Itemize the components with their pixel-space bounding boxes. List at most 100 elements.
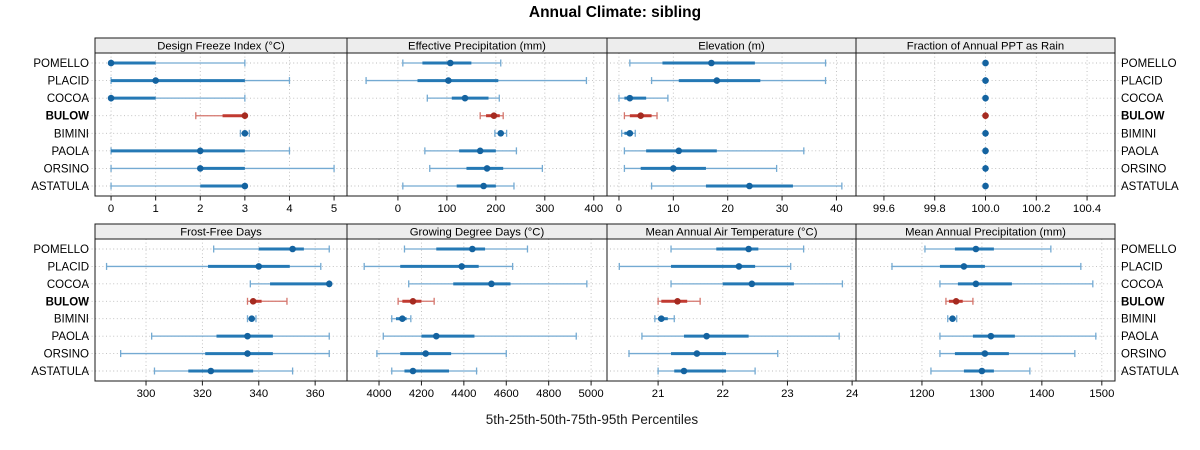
site-label-left-astatula: ASTATULA	[31, 181, 89, 193]
site-label-left-astatula: ASTATULA	[31, 366, 89, 378]
site-label-left-orsino: ORSINO	[44, 349, 89, 361]
median-dot	[289, 245, 296, 253]
median-dot	[399, 315, 406, 323]
median-dot	[637, 112, 645, 120]
percentile-bar-pomello	[629, 59, 827, 67]
site-label-left-bulow: BULOW	[46, 111, 90, 123]
percentile-bar-paola	[641, 332, 840, 340]
median-dot	[249, 297, 257, 305]
percentile-bar-astatula	[657, 367, 756, 375]
percentile-bar-paola	[382, 332, 577, 340]
percentile-bar-placid	[105, 262, 322, 270]
median-dot	[982, 129, 989, 137]
site-label-right-bimini: BIMINI	[1121, 128, 1156, 140]
site-label-left-bulow: BULOW	[46, 296, 90, 308]
percentile-bar-placid	[618, 262, 792, 270]
median-dot	[196, 165, 204, 172]
median-dot	[658, 315, 665, 323]
median-dot	[703, 332, 710, 340]
median-dot	[981, 350, 989, 357]
panel-header-label: Elevation (m)	[698, 41, 765, 53]
median-dot	[241, 112, 249, 120]
percentile-bar-pomello	[107, 59, 246, 67]
percentile-bar-bulow	[397, 297, 435, 305]
x-tick-label: 300	[137, 388, 156, 400]
median-dot	[244, 332, 251, 340]
percentile-bar-bimini	[621, 129, 636, 137]
percentile-bar-pomello	[402, 59, 502, 67]
percentile-bar-astatula	[402, 182, 515, 190]
site-label-right-astatula: ASTATULA	[1121, 181, 1179, 193]
x-tick-label: 24	[846, 388, 859, 400]
percentile-bar-pomello	[982, 59, 989, 67]
median-dot	[982, 112, 989, 120]
x-tick-label: 100.2	[1022, 203, 1050, 215]
panel-fraction-of-annual-ppt-as-rain: Fraction of Annual PPT as Rain 99.6 99.8 10…	[855, 37, 1116, 215]
percentile-bar-cocoa	[982, 94, 989, 102]
x-tick-label: 300	[535, 203, 554, 215]
x-tick-label: 99.6	[873, 203, 895, 215]
percentile-bar-astatula	[650, 182, 843, 190]
median-dot	[483, 165, 491, 172]
x-tick-label: 10	[667, 203, 680, 215]
x-tick-label: 22	[716, 388, 729, 400]
x-tick-label: 1500	[1089, 388, 1114, 400]
site-label-left-paola: PAOLA	[52, 146, 90, 158]
percentile-bar-bimini	[239, 129, 250, 137]
percentile-bar-astatula	[930, 367, 1031, 375]
median-dot	[708, 59, 715, 67]
site-label-left-orsino: ORSINO	[44, 163, 89, 175]
median-dot	[196, 147, 204, 155]
panel-header-label: Fraction of Annual PPT as Rain	[907, 41, 1064, 53]
percentile-bar-bimini	[654, 315, 675, 323]
site-label-right-bulow: BULOW	[1121, 296, 1165, 308]
percentile-bar-orsino	[120, 350, 330, 358]
median-dot	[447, 59, 454, 67]
x-tick-label: 5	[331, 203, 337, 215]
median-dot	[490, 112, 498, 120]
median-dot	[674, 297, 681, 305]
percentile-bar-bulow	[623, 112, 658, 120]
median-dot	[978, 367, 986, 375]
percentile-bar-bimini	[947, 315, 958, 323]
percentile-bar-bulow	[945, 297, 974, 305]
median-dot	[972, 280, 980, 288]
percentile-bar-placid	[365, 77, 588, 85]
median-dot	[409, 297, 417, 305]
site-label-right-astatula: ASTATULA	[1121, 366, 1179, 378]
panel-header-label: Growing Degree Days (°C)	[410, 227, 545, 239]
x-tick-label: 4600	[494, 388, 519, 400]
percentile-bar-paola	[982, 147, 989, 155]
panel-mean-annual-air-temperature-c: Mean Annual Air Temperature (°C) 21 22 23 24	[606, 223, 859, 400]
percentile-bar-cocoa	[426, 94, 500, 102]
site-label-right-bulow: BULOW	[1121, 111, 1165, 123]
site-label-left-cocoa: COCOA	[47, 93, 90, 105]
percentile-bar-bulow	[479, 112, 504, 120]
percentile-bar-orsino	[376, 350, 507, 358]
site-label-left-pomello: POMELLO	[33, 58, 89, 70]
percentile-bar-cocoa	[107, 94, 246, 102]
median-dot	[982, 165, 989, 172]
percentile-bar-bimini	[246, 315, 257, 323]
site-label-right-paola: PAOLA	[1121, 331, 1159, 343]
percentile-bar-bimini	[494, 129, 508, 137]
panel-design-freeze-index-c: Design Freeze Index (°C) 0 1 2 3 4 5	[94, 37, 348, 215]
x-tick-label: 200	[486, 203, 505, 215]
site-label-right-placid: PLACID	[1121, 76, 1163, 88]
site-label-right-orsino: ORSINO	[1121, 349, 1166, 361]
percentile-bar-paola	[623, 147, 805, 155]
x-tick-label: 320	[193, 388, 212, 400]
median-dot	[972, 245, 980, 253]
median-dot	[626, 94, 634, 102]
x-tick-label: 360	[306, 388, 325, 400]
median-dot	[670, 165, 677, 172]
percentile-bar-cocoa	[618, 94, 669, 102]
median-dot	[107, 59, 115, 67]
x-tick-label: 4400	[451, 388, 476, 400]
panel-frost-free-days: Frost-Free Days 300 320 340 360	[94, 223, 348, 400]
median-dot	[461, 94, 469, 102]
median-dot	[949, 315, 956, 323]
percentile-bar-orsino	[110, 164, 335, 172]
panel-header-label: Frost-Free Days	[180, 227, 262, 239]
percentile-bar-paola	[151, 332, 330, 340]
